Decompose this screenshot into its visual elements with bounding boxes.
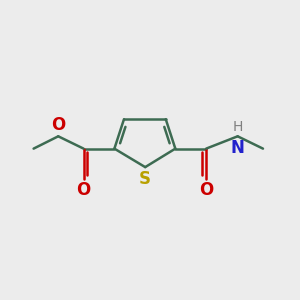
Text: H: H: [232, 120, 243, 134]
Text: O: O: [51, 116, 65, 134]
Text: O: O: [76, 182, 91, 200]
Text: S: S: [139, 170, 151, 188]
Text: O: O: [199, 182, 213, 200]
Text: N: N: [231, 139, 244, 157]
